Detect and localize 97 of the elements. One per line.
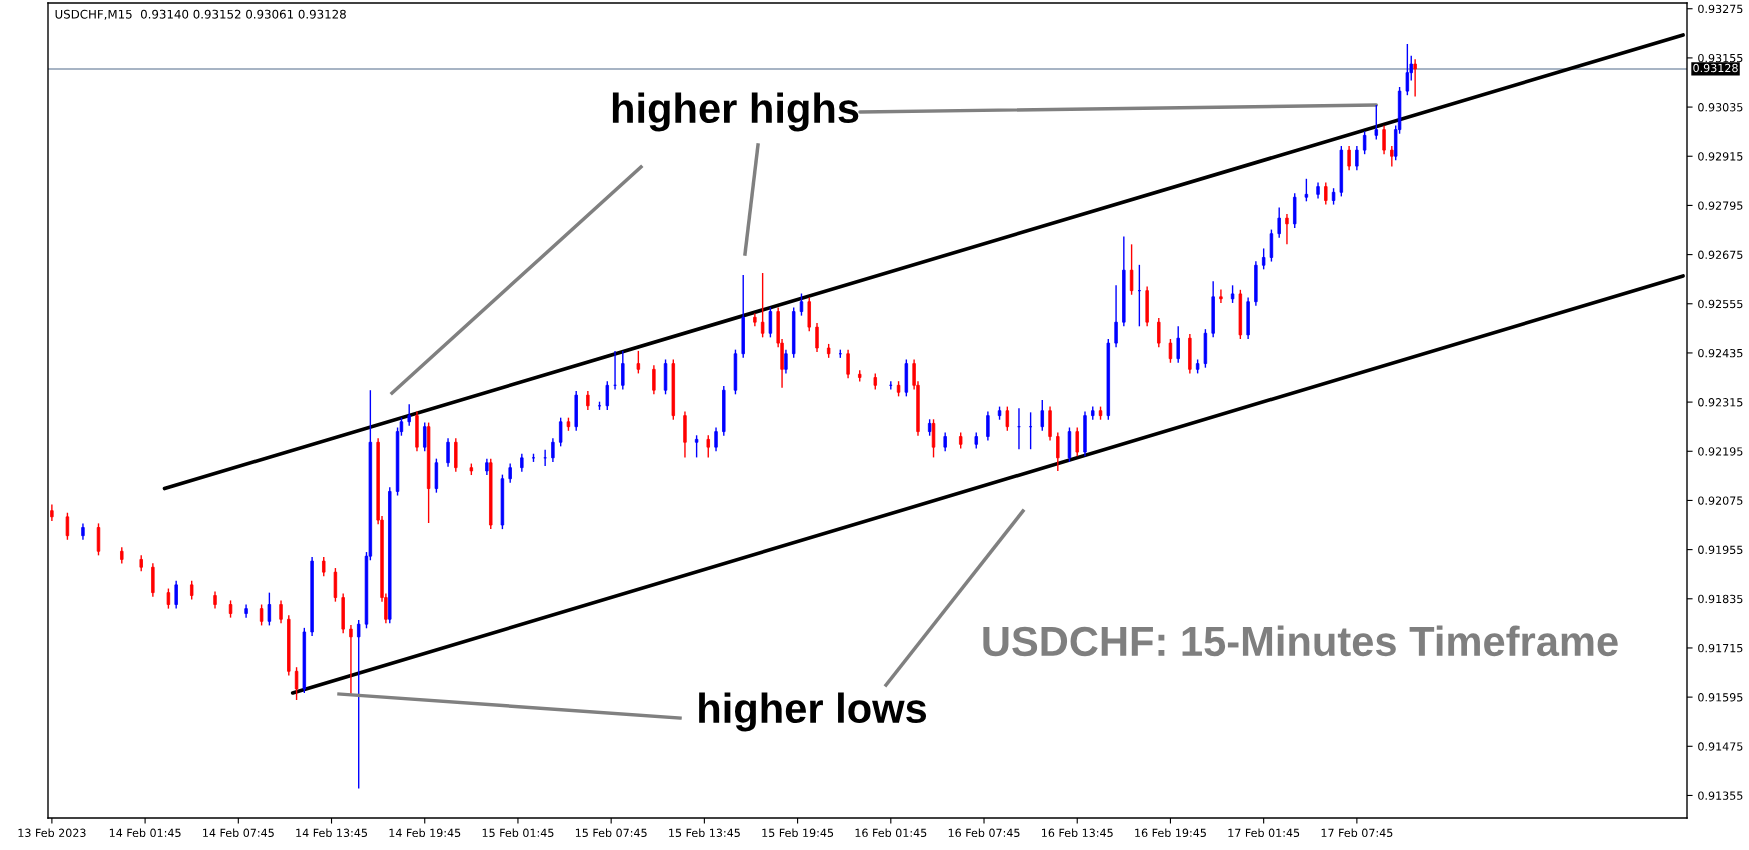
y-tick-label: 0.91355: [1698, 791, 1743, 800]
y-tick-label: 0.93155: [1698, 53, 1743, 63]
x-tick-label: 17 Feb 01:45: [1228, 828, 1300, 838]
candlestick: [1285, 213, 1289, 246]
x-tick-label: 15 Feb 01:45: [482, 828, 554, 838]
y-tick-label: 0.93035: [1698, 103, 1743, 112]
x-tick-label: 14 Feb 01:45: [109, 828, 181, 838]
x-tick-label: 15 Feb 19:45: [762, 828, 834, 838]
candlestick: [815, 322, 819, 353]
candlestick: [407, 403, 411, 427]
candlestick: [520, 453, 524, 473]
x-tick-label: 16 Feb 13:45: [1042, 828, 1113, 838]
candlestick: [605, 380, 609, 411]
candlestick: [1277, 206, 1281, 239]
y-tick-label: 0.91715: [1698, 643, 1743, 653]
annotation: higher lows: [699, 692, 927, 732]
candlestick: [846, 348, 850, 380]
candlestick: [1168, 338, 1173, 364]
candlestick: [586, 390, 590, 411]
candlestick: [1261, 247, 1266, 271]
candlestick: [558, 416, 563, 448]
candlestick: [1405, 43, 1410, 96]
y-tick-label: 0.91475: [1698, 742, 1743, 751]
y-tick-label: 0.92795: [1698, 201, 1743, 210]
candlestick: [294, 666, 299, 701]
annotation: USDCHF: 15-Minutes Timeframe: [983, 625, 1618, 657]
candlestick: [652, 364, 656, 396]
y-tick-label: 0.91835: [1698, 594, 1743, 604]
candlestick: [1005, 405, 1010, 432]
candlestick: [760, 272, 765, 339]
x-tick-label: 14 Feb 19:45: [389, 828, 461, 838]
candlestick: [636, 350, 641, 375]
y-tick-label: 0.91955: [1698, 545, 1743, 554]
candlestick: [1362, 130, 1367, 155]
y-tick-label: 0.92435: [1698, 348, 1743, 358]
candlestick: [1355, 145, 1359, 171]
y-tick-label: 0.92915: [1698, 152, 1743, 161]
y-tick-label: 0.93275: [1698, 4, 1743, 14]
y-tick-label: 0.91595: [1698, 693, 1743, 702]
y-tick-label: 0.92195: [1698, 447, 1743, 456]
candlestick: [508, 462, 512, 484]
x-tick-label: 16 Feb 19:45: [1135, 828, 1206, 838]
candlestick: [1269, 228, 1274, 263]
candlestick: [174, 580, 178, 610]
candlestick: [1056, 431, 1060, 472]
candlestick: [1176, 325, 1180, 364]
candlestick: [1157, 317, 1161, 348]
candlestick: [423, 421, 427, 452]
candlestick: [96, 522, 101, 557]
candlestick: [349, 624, 353, 695]
candlestick: [799, 292, 804, 317]
candlestick: [986, 410, 990, 442]
x-tick-label: 15 Feb 07:45: [575, 828, 647, 838]
x-tick-label: 16 Feb 07:45: [948, 828, 1020, 838]
candlestick: [1374, 104, 1378, 141]
candlestick: [1040, 399, 1044, 432]
candlestick: [621, 350, 625, 391]
candlestick: [446, 437, 450, 468]
candlestick: [1219, 288, 1223, 304]
y-tick-label: 0.92675: [1698, 250, 1743, 259]
candlestick: [322, 556, 326, 577]
candlestick: [1382, 124, 1386, 155]
candlestick: [259, 603, 264, 627]
candlestick: [706, 434, 710, 459]
x-tick-label: 17 Feb 07:45: [1321, 828, 1393, 838]
candlestick: [784, 348, 788, 375]
candlestick: [943, 431, 947, 452]
candlestick: [1413, 58, 1417, 98]
x-tick-label: 15 Feb 13:45: [669, 828, 740, 838]
y-tick-label: 0.92075: [1698, 496, 1743, 505]
y-tick-label: 0.92315: [1698, 398, 1743, 407]
candlestick: [267, 591, 272, 627]
candlestick: [1390, 145, 1394, 168]
candlestick: [551, 437, 555, 463]
x-tick-label: 16 Feb 01:45: [855, 828, 927, 838]
candlestick: [1114, 284, 1118, 348]
candlestick: [1324, 181, 1328, 206]
annotation: higher highs: [612, 92, 859, 132]
candlestick: [65, 512, 70, 541]
candlestick: [1304, 178, 1309, 203]
candlestick: [357, 619, 361, 790]
ref-line-label: 0.93128: [1693, 63, 1738, 73]
x-tick-label: 14 Feb 07:45: [203, 828, 274, 838]
candlestick: [1075, 426, 1079, 457]
candlestick: [189, 580, 194, 601]
candlestick: [1347, 145, 1351, 171]
x-tick-label: 13 Feb 2023: [18, 828, 86, 838]
candlestick: [1129, 243, 1134, 296]
candlestick: [714, 426, 718, 452]
x-tick-label: 14 Feb 13:45: [296, 828, 367, 838]
candlestick: [279, 599, 283, 625]
candlestick: [694, 434, 699, 459]
candlestick: [768, 306, 773, 339]
candlestick: [166, 587, 171, 610]
y-tick-label: 0.92555: [1698, 299, 1743, 309]
candlestick: [931, 418, 936, 459]
chart-title: USDCHF,M15 0.93140 0.93152 0.93061 0.93128: [55, 9, 346, 20]
